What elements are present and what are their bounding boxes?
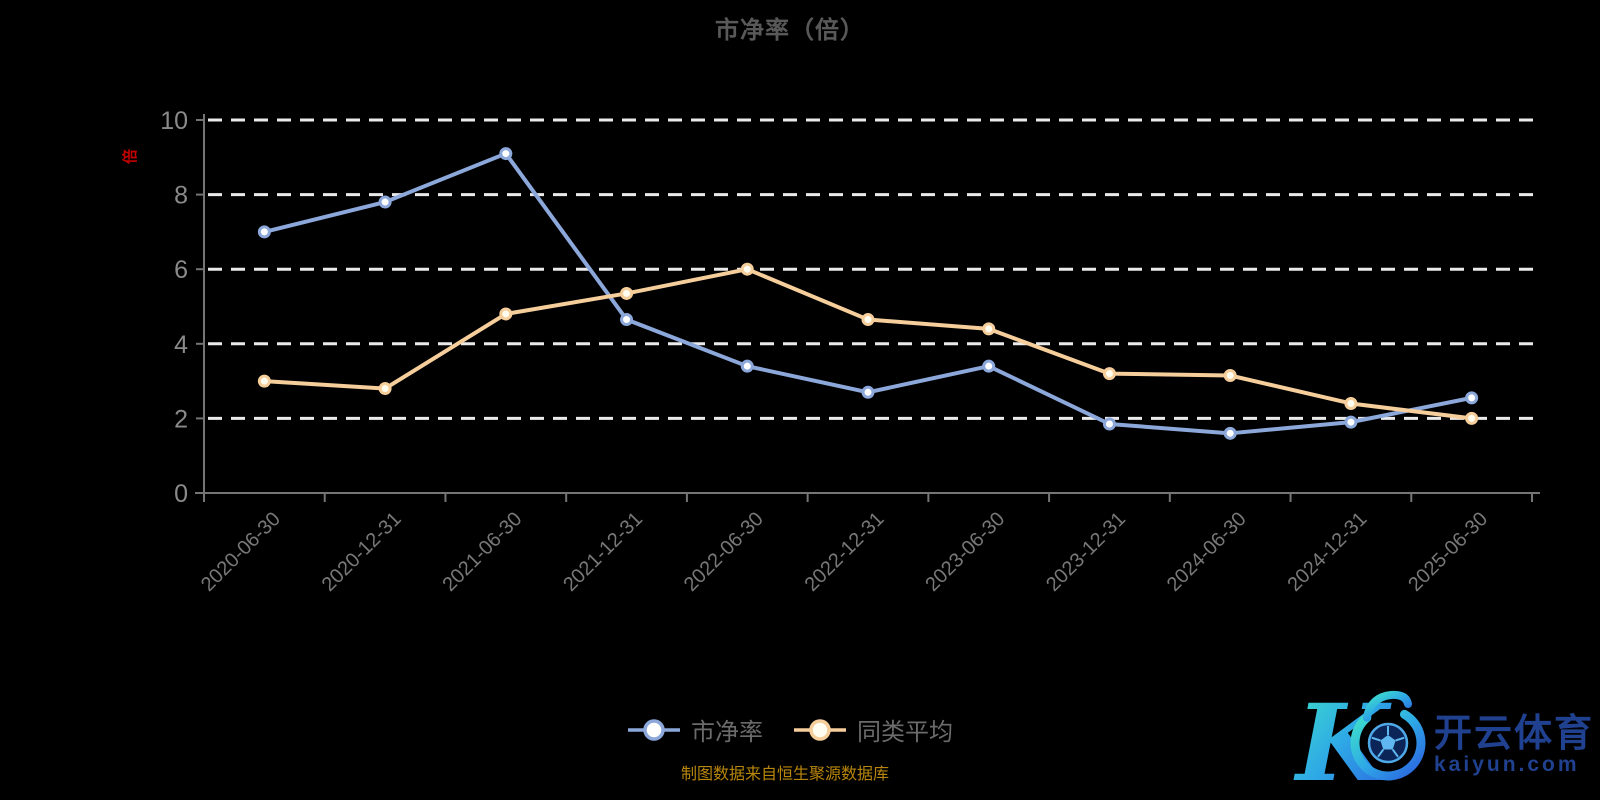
- y-axis-tick-label: 4: [174, 331, 188, 359]
- legend-item-category-average[interactable]: 同类平均: [793, 712, 953, 747]
- data-point-1-9[interactable]: [1344, 396, 1358, 410]
- kaiyun-logo-icon: K 开云体育 kaiyun.com: [1293, 680, 1594, 800]
- data-point-0-8[interactable]: [1223, 426, 1237, 440]
- x-axis-label: 2021-06-30: [438, 508, 526, 596]
- x-axis-label: 2022-12-31: [801, 508, 889, 596]
- x-axis-label: 2022-06-30: [680, 508, 768, 596]
- kaiyun-watermark: K 开云体育 kaiyun.com: [1288, 668, 1598, 800]
- data-point-1-3[interactable]: [620, 286, 634, 300]
- data-point-1-6[interactable]: [982, 322, 996, 336]
- data-point-1-5[interactable]: [861, 313, 875, 327]
- watermark-swirl: [1350, 709, 1426, 781]
- data-point-0-9[interactable]: [1344, 415, 1358, 429]
- data-point-1-7[interactable]: [1102, 367, 1116, 381]
- x-axis-label: 2020-06-30: [197, 508, 285, 596]
- data-point-1-0[interactable]: [257, 374, 271, 388]
- y-axis-tick-label: 6: [174, 256, 188, 284]
- watermark-brand-text: 开云体育: [1434, 713, 1594, 755]
- data-point-0-7[interactable]: [1102, 417, 1116, 431]
- legend-item-pb-ratio[interactable]: 市净率: [627, 712, 763, 747]
- data-point-0-3[interactable]: [620, 313, 634, 327]
- x-axis-label: 2024-12-31: [1284, 508, 1372, 596]
- data-point-0-5[interactable]: [861, 385, 875, 399]
- data-point-1-10[interactable]: [1465, 411, 1479, 425]
- data-point-1-4[interactable]: [740, 262, 754, 276]
- data-point-0-6[interactable]: [982, 359, 996, 373]
- legend-label-category-average: 同类平均: [857, 719, 953, 746]
- line-marker-icon: [628, 718, 680, 741]
- x-axis-label: 2025-06-30: [1404, 508, 1492, 596]
- line-marker-icon: [794, 718, 846, 741]
- x-axis-label: 2021-12-31: [559, 508, 647, 596]
- y-axis-tick-label: 10: [160, 107, 188, 135]
- data-point-0-10[interactable]: [1465, 391, 1479, 405]
- data-point-1-1[interactable]: [378, 382, 392, 396]
- y-axis-tick-label: 0: [174, 480, 188, 508]
- data-source-caption: 制图数据来自恒生聚源数据库: [680, 766, 889, 783]
- soccer-ball-icon: [1367, 722, 1409, 764]
- legend-label-pb-ratio: 市净率: [691, 719, 763, 746]
- data-point-1-2[interactable]: [499, 307, 513, 321]
- chart-title: 市净率（倍）: [715, 17, 865, 44]
- watermark-swirl-curl: [1362, 690, 1412, 722]
- legend: 市净率 同类平均: [0, 712, 1580, 747]
- x-axis-label: 2024-06-30: [1163, 508, 1251, 596]
- data-point-1-8[interactable]: [1223, 369, 1237, 383]
- data-point-0-4[interactable]: [740, 359, 754, 373]
- x-axis-label: 2023-06-30: [921, 508, 1009, 596]
- data-point-0-0[interactable]: [257, 225, 271, 239]
- y-axis-tick-label: 2: [174, 405, 188, 433]
- y-axis-tick-label: 8: [174, 182, 188, 210]
- x-axis-label: 2023-12-31: [1042, 508, 1130, 596]
- watermark-domain-text: kaiyun.com: [1434, 753, 1580, 776]
- data-point-0-1[interactable]: [378, 195, 392, 209]
- x-axis-label: 2020-12-31: [318, 508, 406, 596]
- data-point-0-2[interactable]: [499, 147, 513, 161]
